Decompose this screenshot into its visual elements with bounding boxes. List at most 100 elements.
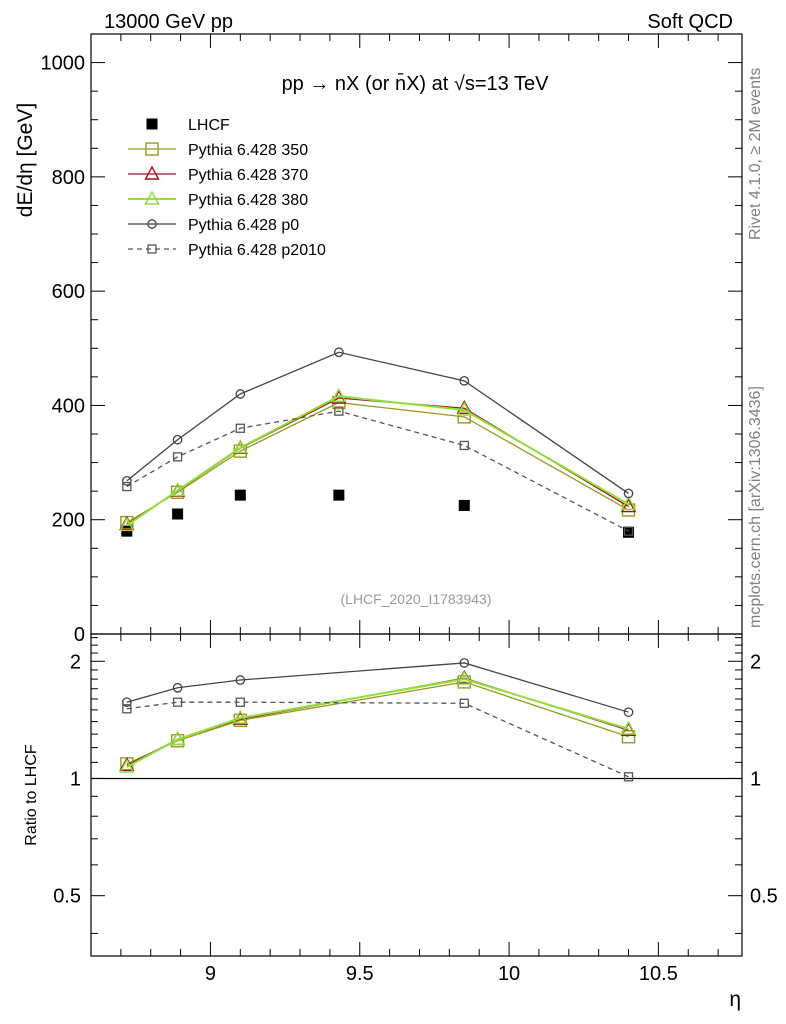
y-tick-label: 600 [52,281,85,303]
main-point-p2010 [172,452,183,462]
x-tick-label: 10 [498,963,520,985]
main-ylabel: dE/dη [GeV] [14,103,37,217]
legend-label-p2010: Pythia 6.428 p2010 [188,242,326,259]
ratio-point-p2010 [459,698,469,708]
ratio-point-p0 [235,675,246,685]
ratio-series-p380 [119,670,637,773]
y-tick-label: 800 [52,167,85,189]
ratio-y-tick-label: 1 [70,768,81,790]
legend-label-p370: Pythia 6.428 370 [188,167,308,184]
legend-entry-p0: Pythia 6.428 p0 [128,217,299,234]
ratio-panel: 0.5 0.5 1 1 2 2 9 9.5 10 10.5 Ratio to LHCF η [23,633,778,1011]
legend-marker-p2010 [147,244,157,254]
main-point-p0 [459,376,470,386]
ratio-series-p0 [121,658,634,718]
main-point-p2010 [459,440,469,451]
legend-label-p350: Pythia 6.428 350 [188,142,308,159]
main-point-p380 [169,482,186,497]
main-point-p380 [232,439,248,454]
ratio-point-p0 [459,658,470,668]
ratio-y-tick-label-right: 2 [750,651,761,673]
ratio-series-p370 [119,669,637,772]
ratio-series [119,658,637,782]
ratio-point-p0 [623,707,634,718]
ratio-point-p2010 [623,772,634,782]
main-point-lhcf [458,499,470,511]
main-line-p0 [126,351,629,494]
ratio-y-tick-label: 2 [70,651,81,673]
ratio-point-p350 [170,734,185,748]
main-point-lhcf [234,489,246,501]
header-right: Soft QCD [647,11,733,33]
main-point-p0 [172,434,183,445]
ratio-series-p350 [120,675,636,771]
main-series [119,347,637,538]
rivet-label: Rivet 4.1.0, ≥ 2M events [747,68,764,240]
legend-entry-p370: Pythia 6.428 370 [128,165,308,184]
ratio-point-p350 [621,730,636,744]
main-point-p0 [121,476,132,486]
ratio-point-p2010 [235,697,245,707]
main-series-p2010 [122,406,634,536]
ratio-point-p380 [232,709,248,724]
main-point-p370 [456,399,472,414]
legend-marker-p380 [144,190,160,205]
legend-entry-p350: Pythia 6.428 350 [128,142,308,159]
analysis-watermark: (LHCF_2020_I1783943) [341,591,492,607]
main-point-p380 [331,387,347,402]
main-point-p2010 [122,481,132,492]
ratio-ylabel: Ratio to LHCF [23,744,40,846]
main-series-p380 [119,387,637,532]
x-axis-label: η [729,988,741,1011]
main-point-lhcf [172,508,184,520]
legend-label-lhcf: LHCF [188,117,230,134]
main-point-p350 [170,485,185,499]
y-tick-label: 400 [52,395,85,417]
ratio-y-tick-label-right: 0.5 [750,886,778,908]
x-tick-label: 9 [205,963,216,985]
ratio-point-p0 [121,697,132,708]
ratio-point-p380 [456,670,472,685]
x-tick-label: 9.5 [346,963,374,985]
main-point-p0 [235,389,246,399]
ratio-line-p0 [126,662,629,713]
y-tick-label: 1000 [41,53,86,75]
main-panel: 0 200 400 600 800 1000 pp → nX (or n̄X) at √s… [14,33,743,646]
main-line-p380 [126,395,630,527]
legend-marker-p370 [144,165,160,180]
y-tick-label: 0 [74,624,85,646]
main-line-p350 [126,401,629,524]
main-ticks: 0 200 400 600 800 1000 [41,33,742,646]
legend-entry-p380: Pythia 6.428 380 [128,190,308,209]
main-point-p370 [620,498,637,513]
ratio-series-p2010 [122,697,634,782]
x-tick-label: 10.5 [639,963,678,985]
ratio-y-tick-label: 0.5 [53,886,81,908]
ratio-ticks: 0.5 0.5 1 1 2 2 9 9.5 10 10.5 [53,634,778,985]
main-point-p380 [456,401,472,416]
ratio-point-p380 [169,730,186,746]
main-point-lhcf [333,489,345,501]
main-point-p2010 [623,526,634,536]
main-line-p2010 [126,410,629,532]
main-point-p2010 [334,406,344,416]
main-point-lhcf [623,526,635,538]
mcplots-label: mcplots.cern.ch [arXiv:1306.3436] [747,386,764,628]
main-series-p370 [119,389,637,530]
ratio-line-p370 [126,677,629,767]
main-series-p0 [121,347,634,499]
ratio-point-p2010 [122,704,132,714]
ratio-y-tick-label-right: 1 [750,768,761,790]
legend-entry-lhcf: LHCF [146,117,230,134]
main-point-p0 [334,347,344,358]
main-point-lhcf [121,525,133,537]
ratio-line-p380 [126,678,629,768]
legend-label-p0: Pythia 6.428 p0 [188,217,299,234]
legend-marker-lhcf [146,118,158,130]
legend-marker-p350 [145,142,159,156]
legend-entry-p2010: Pythia 6.428 p2010 [128,242,326,259]
main-point-p380 [119,516,135,532]
main-title: pp → nX (or n̄X) at √s=13 TeV [282,72,550,95]
main-series-lhcf [121,489,635,538]
